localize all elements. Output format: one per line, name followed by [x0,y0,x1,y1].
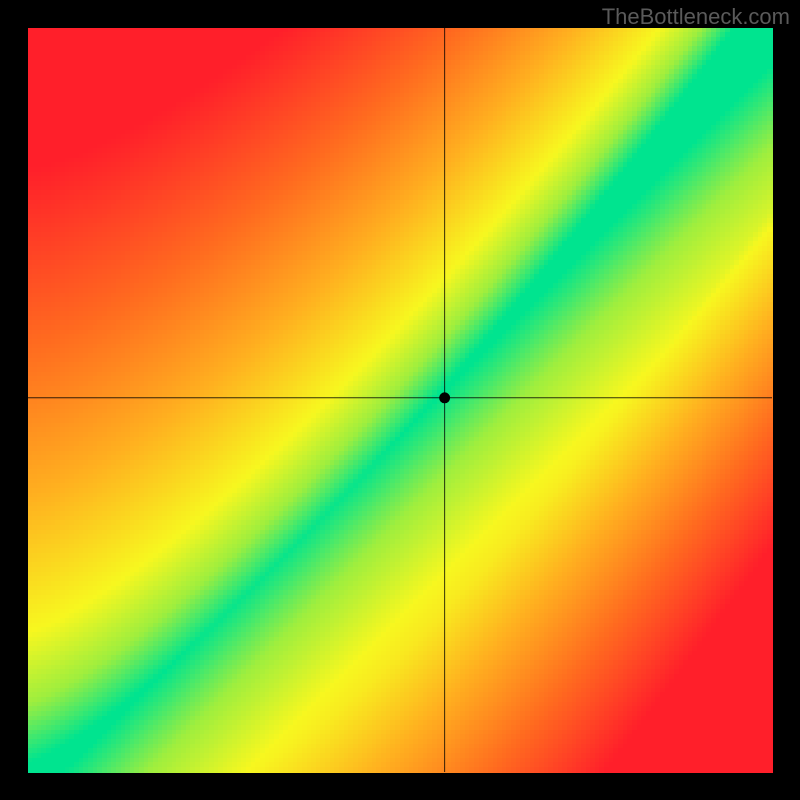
chart-canvas-wrap [0,0,800,800]
chart-container: TheBottleneck.com [0,0,800,800]
bottleneck-heatmap [0,0,800,800]
attribution-label: TheBottleneck.com [602,4,790,30]
